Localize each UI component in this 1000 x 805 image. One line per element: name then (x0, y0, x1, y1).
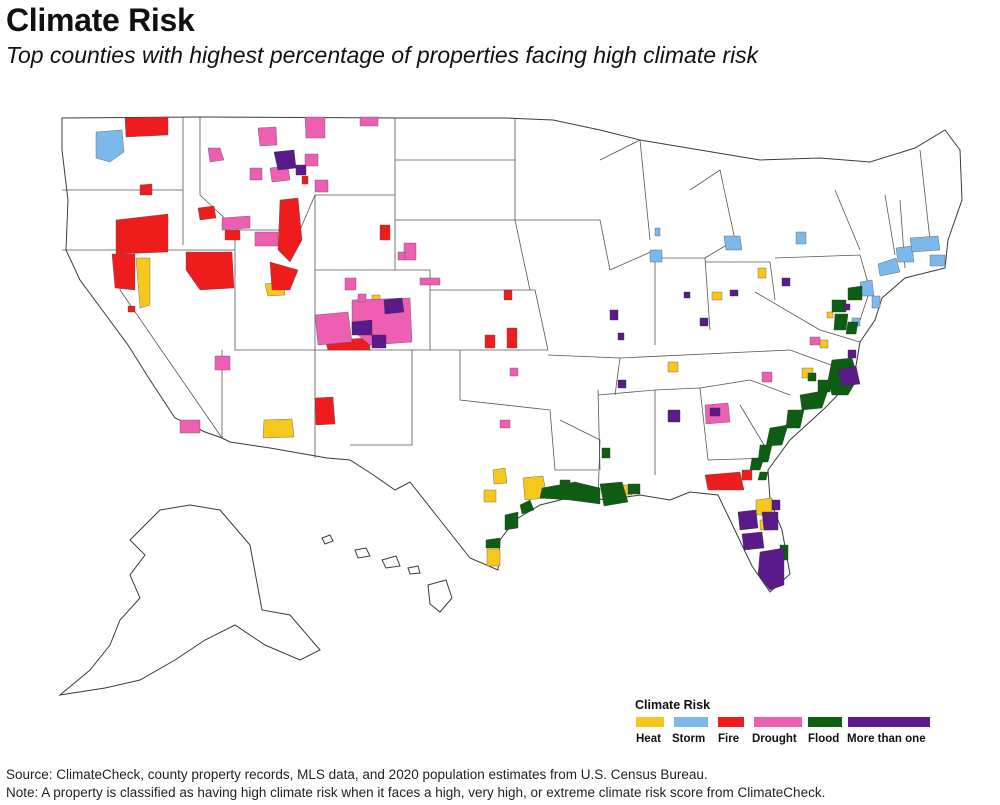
legend-swatch-flood (808, 717, 842, 727)
storm-counties (95, 129, 946, 327)
legend-swatch-fire (718, 717, 744, 727)
fire-counties (111, 116, 753, 491)
us-map-svg (58, 116, 963, 696)
legend-label-more-than-one: More than one (847, 733, 926, 745)
legend-label-flood: Flood (808, 733, 840, 745)
footer-notes: Source: ClimateCheck, county property re… (6, 766, 825, 802)
legend-label-storm: Storm (672, 733, 706, 745)
legend-label-drought: Drought (752, 733, 797, 745)
us-county-map (0, 80, 1000, 770)
hawaii-islands (321, 534, 453, 613)
map-legend: Climate Risk Heat Storm Fire Drought Flo… (634, 698, 934, 750)
map-title: Climate Risk (6, 2, 195, 38)
source-note: Source: ClimateCheck, county property re… (6, 767, 708, 782)
alaska-outline (58, 504, 321, 696)
map-subtitle: Top counties with highest percentage of … (6, 42, 759, 68)
legend-swatch-storm (674, 717, 708, 727)
legend-swatch-more-than-one (848, 717, 930, 727)
legend-swatch-heat (636, 717, 664, 727)
legend-label-fire: Fire (718, 733, 740, 745)
classification-note: Note: A property is classified as having… (6, 785, 826, 800)
flood-counties (485, 285, 863, 561)
legend-swatch-drought (754, 717, 802, 727)
legend-label-heat: Heat (636, 733, 661, 745)
legend-title: Climate Risk (635, 698, 711, 712)
multi-risk-counties (273, 149, 861, 591)
